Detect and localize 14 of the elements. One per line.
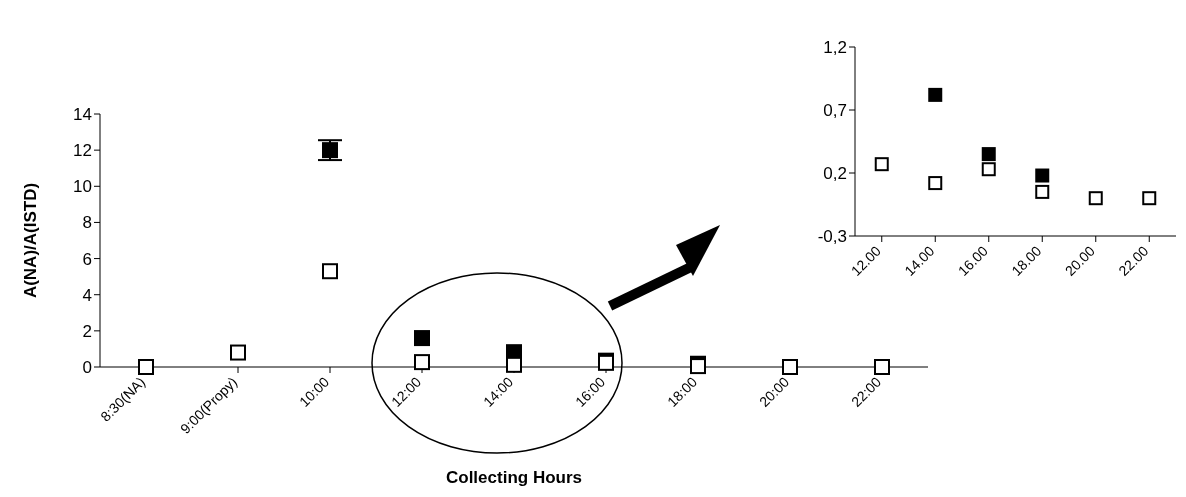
y-axis-title: A(NA)/A(ISTD) xyxy=(21,182,41,299)
y-tick-label: 10 xyxy=(73,177,92,197)
y-tick-label: 0,2 xyxy=(823,164,847,184)
y-tick-label: 0 xyxy=(82,358,92,378)
y-tick-label: -0,3 xyxy=(817,227,847,247)
y-tick-label: 8 xyxy=(82,213,92,233)
y-tick-label: 1,2 xyxy=(823,38,847,58)
y-tick-label: 14 xyxy=(73,105,92,125)
y-tick-label: 12 xyxy=(73,141,92,161)
y-tick-label: 2 xyxy=(82,321,92,341)
x-axis-title: Collecting Hours xyxy=(445,468,583,487)
y-tick-label: 6 xyxy=(82,249,92,269)
y-tick-label: 4 xyxy=(82,285,92,305)
y-tick-label: 0,7 xyxy=(823,101,847,121)
